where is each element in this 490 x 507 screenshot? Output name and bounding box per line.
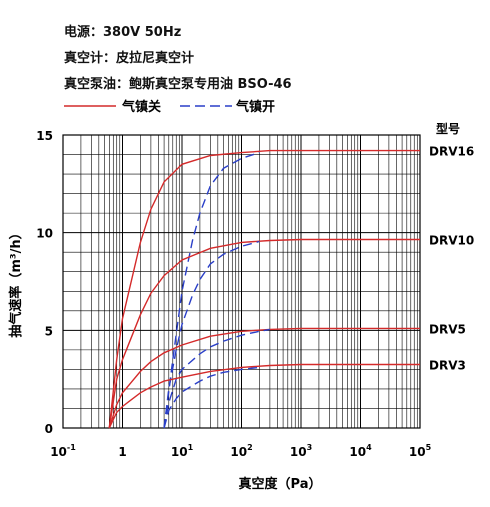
x-tick-label: 104: [349, 443, 372, 459]
axis-labels: 0 5 10 15 10-1 1 101 102 103 104 105 DRV16 DRV10 DRV5…: [36, 129, 474, 459]
y-tick-label: 0: [45, 422, 53, 436]
model-column-label: 型号: [436, 121, 460, 136]
gauge-spec: 真空计：皮拉尼真空计: [64, 51, 195, 66]
x-tick-label: 1: [118, 445, 126, 459]
series-drv5-open: [163, 328, 271, 429]
series-label-drv16: DRV16: [429, 145, 474, 159]
y-tick-label: 15: [36, 129, 53, 143]
y-tick-label: 10: [36, 227, 53, 241]
x-tick-label: 103: [290, 443, 312, 459]
series-drv3-closed: [108, 363, 420, 429]
series-drv10-closed: [108, 238, 420, 429]
series-drv3-open: [163, 366, 260, 429]
legend-label-closed: 气镇关: [122, 99, 161, 115]
x-tick-label: 105: [409, 443, 432, 459]
y-axis-label: 抽气速率（m³/h）: [8, 226, 24, 337]
series-label-drv5: DRV5: [429, 322, 466, 336]
series-drv16-open: [163, 151, 260, 429]
y-tick-label: 5: [45, 324, 53, 338]
series-drv10-open: [163, 240, 260, 429]
x-tick-label: 10-1: [50, 443, 76, 459]
x-tick-label: 102: [230, 443, 252, 459]
curves: [108, 149, 420, 429]
series-label-drv10: DRV10: [429, 234, 474, 248]
plot-frame: [62, 134, 421, 429]
legend-label-open: 气镇开: [236, 99, 275, 115]
grid: [62, 134, 421, 429]
x-axis-label: 真空度（Pa）: [239, 476, 322, 492]
series-label-drv3: DRV3: [429, 359, 466, 373]
oil-spec: 真空泵油：鲍斯真空泵专用油 BSO-46: [64, 77, 292, 92]
series-drv16-closed: [108, 149, 420, 429]
legend: 气镇关 气镇开: [64, 99, 275, 115]
series-drv5-closed: [108, 327, 420, 429]
power-spec: 电源：380V 50Hz: [64, 25, 182, 40]
x-tick-label: 101: [171, 443, 194, 459]
